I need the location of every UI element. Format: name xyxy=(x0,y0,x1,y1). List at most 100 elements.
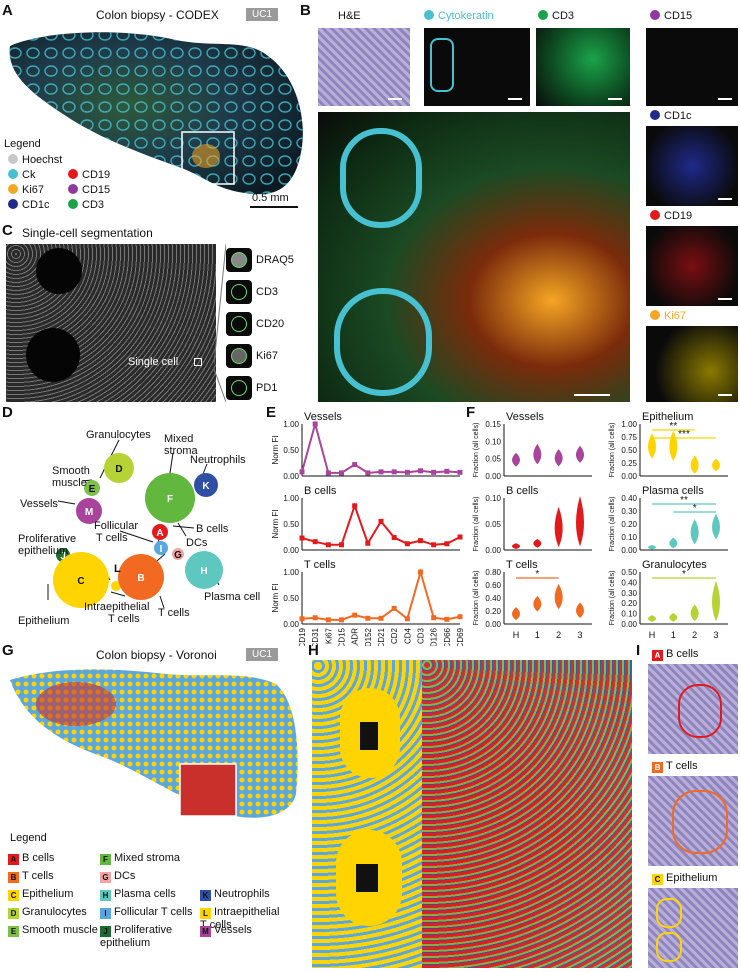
violin-ylabel-4: Fraction (all cells) xyxy=(609,497,616,552)
legend-cd1c-label: CD1c xyxy=(22,199,50,211)
point-0-8 xyxy=(404,469,410,475)
legend-cd3: CD3 xyxy=(68,199,104,211)
cd19-thumbnail xyxy=(646,226,738,306)
node-b-t-cells xyxy=(118,554,164,600)
voronoi-legend-label: Neutrophils xyxy=(214,888,270,900)
node-letter-c: C xyxy=(77,576,84,587)
cd1c-thumbnail xyxy=(646,126,738,206)
node-letter-k: K xyxy=(202,481,210,492)
xtick-9: CD3 xyxy=(417,627,426,644)
violin-xtick-2-2: 2 xyxy=(556,630,561,640)
point-0-12 xyxy=(457,469,463,475)
node-letter-m: M xyxy=(85,507,93,518)
marker-cd3-label: CD3 xyxy=(256,286,279,298)
label-vessels: Vessels xyxy=(20,498,58,510)
point-2-3 xyxy=(339,617,344,623)
legend-cd19: CD19 xyxy=(68,169,110,181)
violin-xtick-5-1: 1 xyxy=(671,630,676,640)
voronoi-legend-label: Mixed stroma xyxy=(114,852,181,864)
cell-draq5-thumb xyxy=(226,248,252,272)
point-0-4 xyxy=(352,462,358,468)
ytick-2-1: 0.50 xyxy=(283,594,299,603)
violin-title-0: Vessels xyxy=(506,411,544,423)
label-granulocytes: Granulocytes xyxy=(86,429,151,441)
voronoi-legend-label: B cells xyxy=(22,852,55,864)
panel-i-c-label: C Epithelium xyxy=(652,872,717,885)
ki67-thumbnail xyxy=(646,326,738,402)
panel-i-c-text: Epithelium xyxy=(666,872,718,884)
codex-tissue-image xyxy=(9,32,303,195)
sig-label-5-0: * xyxy=(682,569,686,580)
point-1-7 xyxy=(391,535,397,541)
ytick-0-2: 1.00 xyxy=(283,420,299,429)
violin-0-2 xyxy=(554,449,563,467)
point-2-0 xyxy=(299,616,305,622)
point-1-8 xyxy=(404,541,410,547)
cell-type-network: D E F K M A G I J C B H Granulocytes Mix… xyxy=(18,429,260,627)
violin-ylabel-2: Fraction (all cells) xyxy=(473,571,480,626)
point-1-11 xyxy=(444,541,450,547)
point-0-10 xyxy=(431,469,437,475)
he-overlay-epithelium xyxy=(648,888,738,968)
violin-ytick-5-2: 0.20 xyxy=(621,599,637,608)
panel-a-scale-label: 0.5 mm xyxy=(252,192,289,204)
xtick-10: CD126 xyxy=(430,627,439,646)
violin-ytick-4-3: 0.30 xyxy=(621,507,637,516)
panel-label-e: E xyxy=(266,404,277,421)
xtick-11: CD66 xyxy=(443,627,452,646)
voronoi-legend-swatch: G xyxy=(100,872,111,883)
point-2-5 xyxy=(365,615,371,621)
point-1-12 xyxy=(457,534,463,540)
voronoi-legend-label: Follicular T cells xyxy=(114,906,193,918)
label-plasma: Plasma cells xyxy=(204,591,260,603)
panel-i-a-text: B cells xyxy=(666,648,699,660)
xtick-3: CD15 xyxy=(338,627,347,646)
node-h-plasma xyxy=(185,551,223,589)
cell-cd3-thumb xyxy=(226,280,252,304)
violin-ytick-1-0: 0.00 xyxy=(485,546,501,555)
voronoi-legend-swatch: M xyxy=(200,926,211,937)
voronoi-legend-label: Granulocytes xyxy=(22,906,87,918)
cell-ki67-thumb xyxy=(226,344,252,368)
panel-a-scalebar xyxy=(250,206,298,208)
violin-0-0 xyxy=(512,452,520,467)
panel-a-legend-title: Legend xyxy=(4,138,41,150)
xtick-12: CD69 xyxy=(456,627,465,646)
panel-c-title: Single-cell segmentation xyxy=(22,226,153,240)
codex-merged-image xyxy=(318,112,630,402)
point-2-12 xyxy=(457,614,463,620)
violin-title-5: Granulocytes xyxy=(642,559,707,571)
voronoi-tissue-image xyxy=(10,669,298,818)
violin-4-0 xyxy=(648,544,656,550)
voronoi-legend-item: E Smooth muscle xyxy=(8,924,104,937)
single-cell-label: Single cell xyxy=(128,356,179,368)
point-0-6 xyxy=(378,469,384,475)
point-2-10 xyxy=(431,615,437,621)
voronoi-legend-item: C Epithelium xyxy=(8,888,104,901)
point-0-0 xyxy=(299,469,305,475)
node-letter-h: H xyxy=(200,566,207,577)
legend-ck: Ck xyxy=(8,169,35,181)
point-2-8 xyxy=(404,616,410,622)
cd19-right-dot xyxy=(650,210,660,220)
node-letter-g: G xyxy=(174,550,182,561)
violin-ytick-4-1: 0.10 xyxy=(621,533,637,542)
violin-ytick-0-0: 0.00 xyxy=(485,472,501,481)
point-1-1 xyxy=(312,539,318,545)
violin-ytick-5-3: 0.30 xyxy=(621,589,637,598)
violin-ytick-5-0: 0.00 xyxy=(621,620,637,629)
label-l: L xyxy=(114,563,121,575)
panel-label-d: D xyxy=(2,404,13,421)
node-k-neutrophils xyxy=(194,473,218,497)
segmentation-image: Single cell xyxy=(6,244,216,402)
sig-label-3-0: ** xyxy=(669,421,677,432)
violin-xtick-2-1: 1 xyxy=(535,630,540,640)
legend-hoechst-label: Hoechst xyxy=(22,154,63,166)
panel-label-g: G xyxy=(2,642,14,659)
legend-cd15-label: CD15 xyxy=(82,184,111,196)
legend-cd1c: CD1c xyxy=(8,199,50,211)
voronoi-legend-item: H Plasma cells xyxy=(100,888,196,901)
violin-ytick-2-3: 0.60 xyxy=(485,581,501,590)
point-2-1 xyxy=(312,615,318,621)
